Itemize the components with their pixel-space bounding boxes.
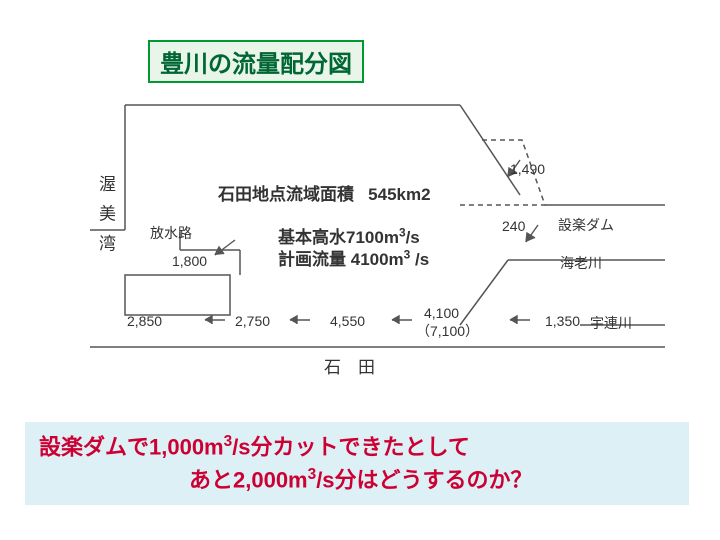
bay-label: 渥 美 湾 [93, 175, 118, 255]
n7100: （7,100） [416, 321, 479, 341]
uren-label: 宇連川 [590, 313, 632, 333]
flow-diagram: 放水路 石田地点流域面積 545km2 基本高水7100m3/s 計画流量 41… [90, 95, 670, 375]
dam-label: 設楽ダム [558, 215, 614, 235]
ishida-area-label: 石田地点流域面積 545km2 [218, 180, 431, 205]
n1350: 1,350 [545, 313, 580, 329]
question-line2: あと2,000m3/s分はどうするのか？ [39, 463, 675, 496]
q1a: 設楽ダムで1,000m [39, 434, 224, 459]
keikaku-label: 計画流量 4100m3 /s [278, 245, 429, 270]
n4100: 4,100 [424, 305, 459, 321]
n240: 240 [502, 218, 525, 234]
ishida-label: 石 田 [324, 353, 375, 378]
n2850: 2,850 [127, 313, 162, 329]
ishida-area-val: 545km2 [368, 185, 430, 204]
keikaku-val: 4100m [351, 250, 404, 269]
keikaku-text: 計画流量 [278, 250, 346, 269]
q2b: /s分はどうするのか？ [316, 468, 532, 493]
ebi-label: 海老川 [560, 253, 602, 273]
n1490: 1,490 [510, 161, 545, 177]
q1b: /s分カットできたとして [232, 434, 470, 459]
q2a: あと2,000m [189, 468, 308, 493]
question-line1: 設楽ダムで1,000m3/s分カットできたとして [39, 430, 675, 463]
spillway-label: 放水路 [150, 223, 192, 243]
keikaku-unit: /s [415, 250, 429, 269]
question-box: 設楽ダムで1,000m3/s分カットできたとして あと2,000m3/s分はどう… [25, 422, 689, 505]
ishida-area-text: 石田地点流域面積 [218, 185, 354, 204]
chart-title: 豊川の流量配分図 [148, 40, 364, 83]
n4550: 4,550 [330, 313, 365, 329]
n1800: 1,800 [172, 253, 207, 269]
n2750: 2,750 [235, 313, 270, 329]
